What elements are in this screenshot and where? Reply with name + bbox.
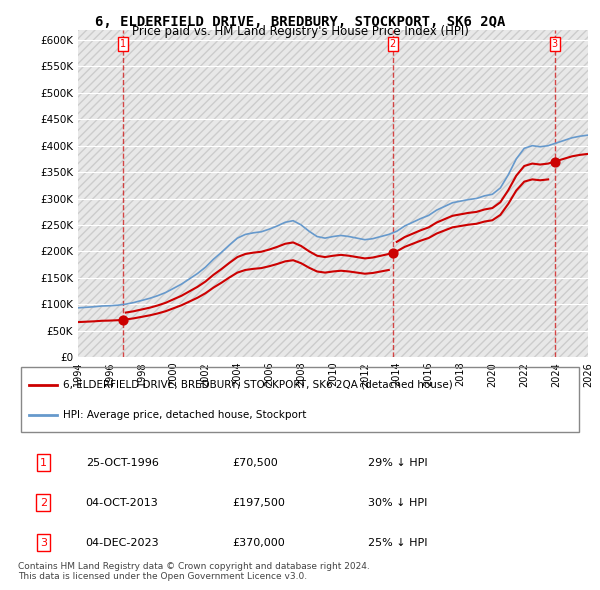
Text: £370,000: £370,000 — [232, 538, 285, 548]
HPI: Average price, detached house, Stockport: (2.01e+03, 2.58e+05): Average price, detached house, Stockport… — [290, 217, 297, 224]
HPI: Average price, detached house, Stockport: (2.02e+03, 3.75e+05): Average price, detached house, Stockport… — [512, 155, 520, 162]
Text: 2: 2 — [40, 498, 47, 507]
Point — [388, 248, 398, 257]
Text: 2: 2 — [389, 40, 396, 50]
Text: 04-OCT-2013: 04-OCT-2013 — [86, 498, 158, 507]
HPI: Average price, detached house, Stockport: (2.03e+03, 4.2e+05): Average price, detached house, Stockport… — [584, 132, 592, 139]
Text: 1: 1 — [40, 458, 47, 467]
Point — [550, 157, 560, 166]
Text: 6, ELDERFIELD DRIVE, BREDBURY, STOCKPORT, SK6 2QA: 6, ELDERFIELD DRIVE, BREDBURY, STOCKPORT… — [95, 15, 505, 29]
Text: 1: 1 — [120, 40, 126, 50]
Text: 25-OCT-1996: 25-OCT-1996 — [86, 458, 158, 467]
Text: 25% ↓ HPI: 25% ↓ HPI — [368, 538, 427, 548]
Text: Price paid vs. HM Land Registry's House Price Index (HPI): Price paid vs. HM Land Registry's House … — [131, 25, 469, 38]
Line: HPI: Average price, detached house, Stockport: HPI: Average price, detached house, Stoc… — [78, 135, 588, 308]
Text: 3: 3 — [552, 40, 558, 50]
Text: 30% ↓ HPI: 30% ↓ HPI — [368, 498, 427, 507]
HPI: Average price, detached house, Stockport: (1.99e+03, 9.3e+04): Average price, detached house, Stockport… — [74, 304, 82, 312]
Text: £197,500: £197,500 — [232, 498, 285, 507]
Text: HPI: Average price, detached house, Stockport: HPI: Average price, detached house, Stoc… — [63, 409, 307, 419]
Point — [118, 315, 128, 324]
HPI: Average price, detached house, Stockport: (2.01e+03, 2.3e+05): Average price, detached house, Stockport… — [337, 232, 344, 239]
HPI: Average price, detached house, Stockport: (2e+03, 2.12e+05): Average price, detached house, Stockport… — [226, 241, 233, 248]
Text: 04-DEC-2023: 04-DEC-2023 — [86, 538, 160, 548]
HPI: Average price, detached house, Stockport: (2.02e+03, 4.15e+05): Average price, detached house, Stockport… — [568, 135, 575, 142]
Text: Contains HM Land Registry data © Crown copyright and database right 2024.
This d: Contains HM Land Registry data © Crown c… — [18, 562, 370, 581]
Text: 6, ELDERFIELD DRIVE, BREDBURY, STOCKPORT, SK6 2QA (detached house): 6, ELDERFIELD DRIVE, BREDBURY, STOCKPORT… — [63, 380, 453, 390]
Text: 3: 3 — [40, 538, 47, 548]
Text: £70,500: £70,500 — [232, 458, 278, 467]
Text: 29% ↓ HPI: 29% ↓ HPI — [368, 458, 427, 467]
HPI: Average price, detached house, Stockport: (2e+03, 1.58e+05): Average price, detached house, Stockport… — [194, 270, 201, 277]
